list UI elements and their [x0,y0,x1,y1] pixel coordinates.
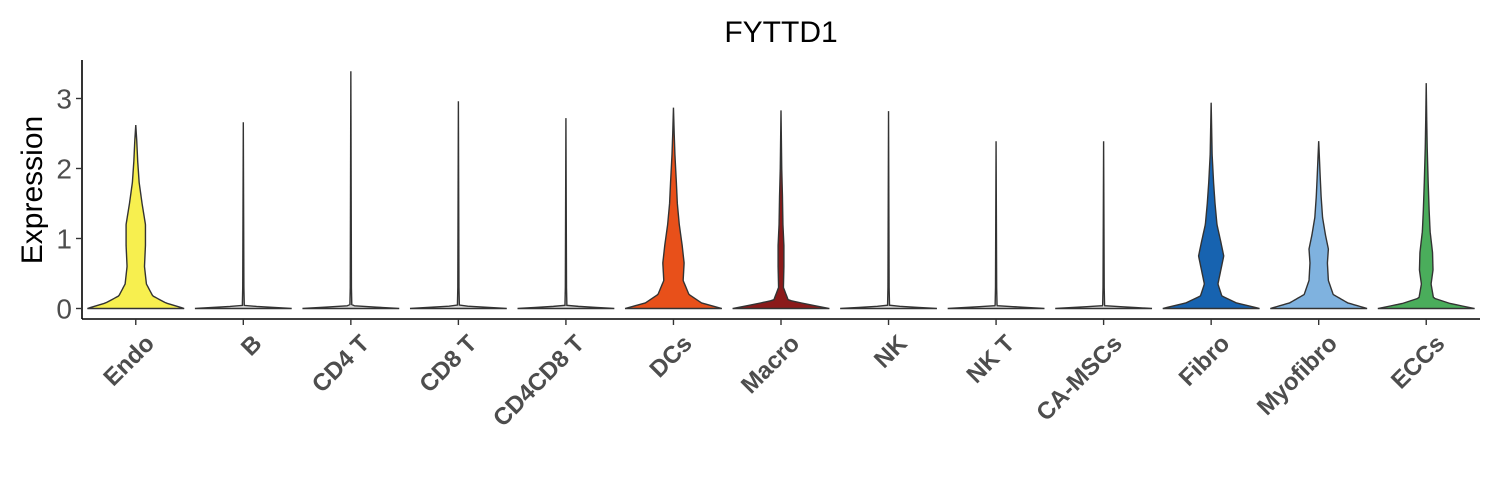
violin-myofibro [1270,141,1368,310]
violin-fibro [1162,102,1260,310]
violin-nk-t [947,141,1045,310]
violin-dcs [624,107,723,310]
x-tick-label: B [236,330,267,361]
y-axis: 0 1 2 3 [56,60,83,325]
x-axis: Endo B CD4 T CD8 T CD4CD8 T DCs Macro NK NK T CA-… [82,318,1480,432]
x-tick-label: Macro [736,330,805,399]
violin-macro [732,110,830,310]
violins-layer [87,71,1475,310]
violin-endo [87,125,185,310]
y-tick-label: 0 [56,294,72,325]
x-tick-label: ECCs [1386,330,1450,394]
violin-cd8-t [409,101,507,310]
x-tick-label: CD8 T [414,330,482,398]
y-axis-label: Expression [16,116,49,264]
y-tick-label: 1 [56,224,72,255]
violin-cd4-t [302,71,400,310]
x-tick-label: DCs [645,330,698,383]
x-tick-label: Fibro [1174,330,1236,392]
x-tick-label: CD4CD8 T [488,330,590,432]
y-tick-label: 3 [56,84,72,115]
x-tick-label: Myofibro [1252,330,1343,421]
x-tick-label: Endo [98,330,160,392]
chart-title: FYTTD1 [724,16,837,49]
violin-ca-mscs [1055,141,1153,310]
violin-b [194,122,292,310]
violin-cd4cd8-t [517,118,615,310]
y-tick-label: 2 [56,154,72,185]
x-tick-label: CD4 T [307,330,375,398]
x-tick-label: NK T [962,330,1021,389]
violin-eccs [1377,83,1475,310]
violin-nk [840,111,937,310]
x-tick-label: CA-MSCs [1031,330,1127,426]
x-tick-label: NK [869,330,913,374]
